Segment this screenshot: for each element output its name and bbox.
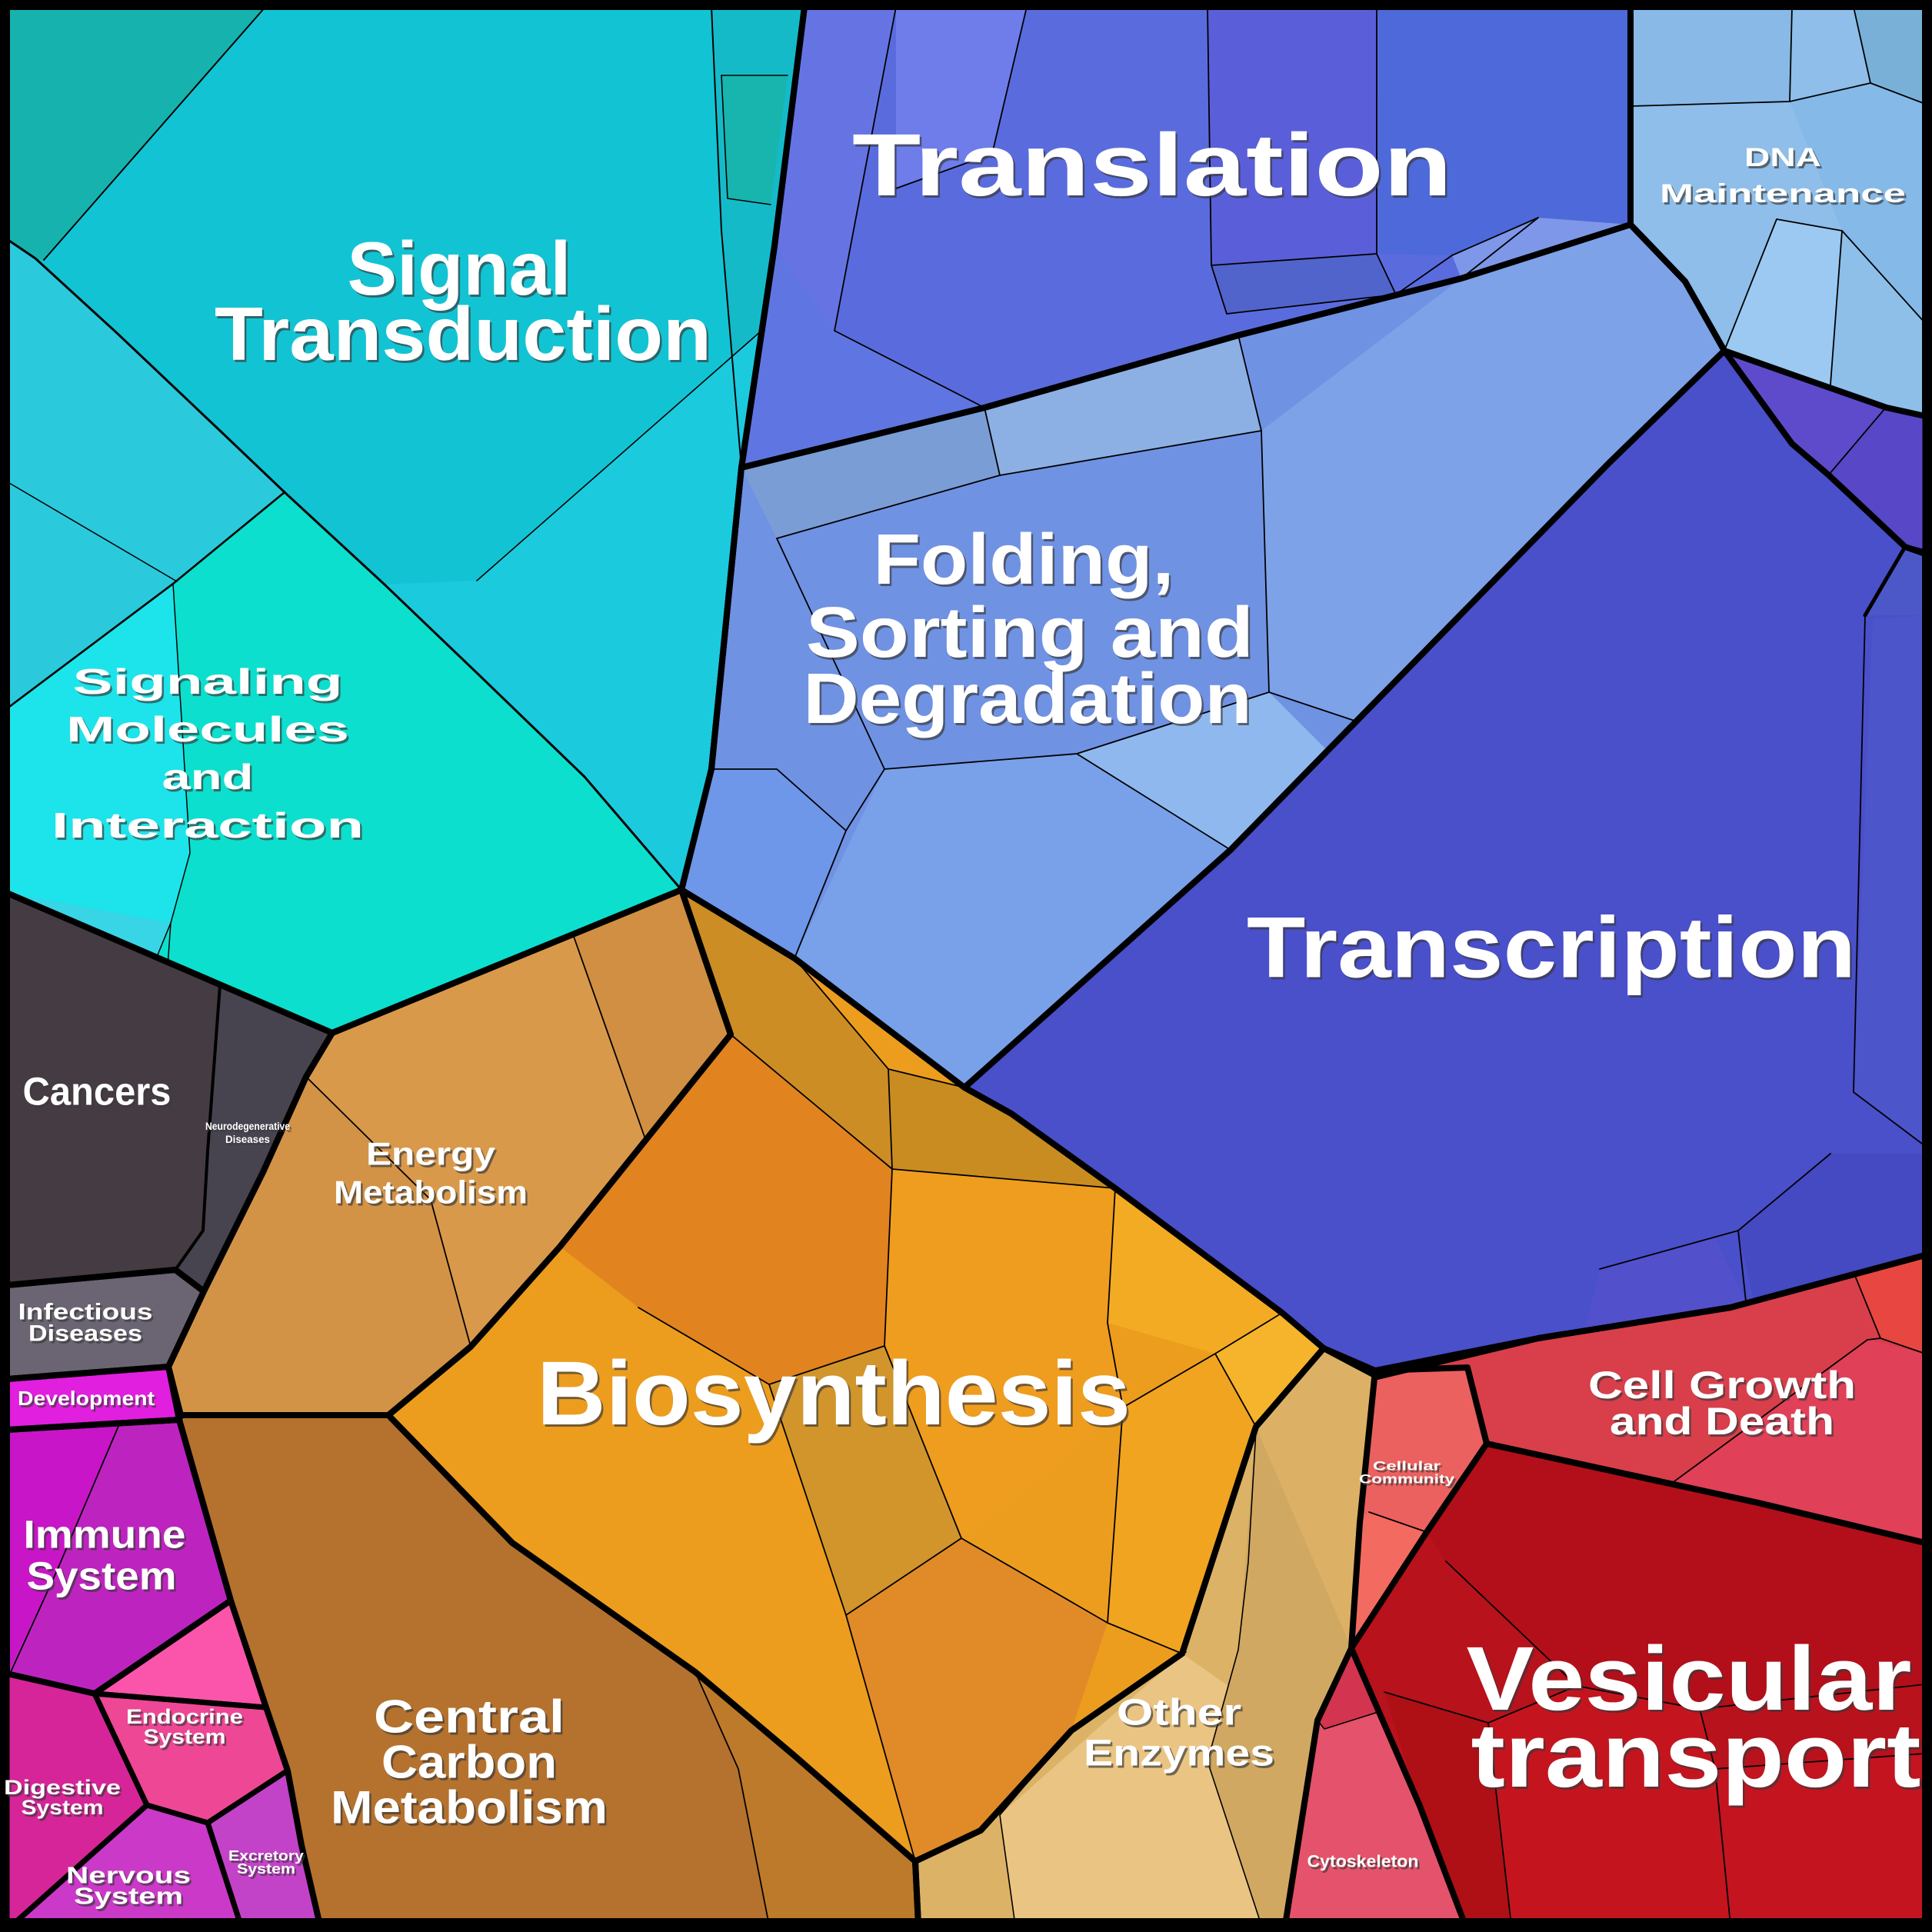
- svg-text:DNA: DNA: [1744, 143, 1821, 172]
- svg-text:Development: Development: [18, 1387, 155, 1410]
- svg-text:Diseases: Diseases: [225, 1133, 270, 1145]
- svg-text:Sorting and: Sorting and: [806, 592, 1254, 672]
- svg-text:Cellular: Cellular: [1373, 1459, 1441, 1474]
- svg-text:Degradation: Degradation: [804, 658, 1252, 738]
- svg-text:Carbon: Carbon: [381, 1737, 557, 1788]
- svg-text:Interaction: Interaction: [54, 808, 366, 848]
- svg-text:Neurodegenerative: Neurodegenerative: [208, 1122, 292, 1134]
- svg-text:Cell Growth: Cell Growth: [1591, 1366, 1858, 1409]
- svg-text:Transduction: Transduction: [217, 294, 714, 378]
- svg-text:Cytoskeleton: Cytoskeleton: [1307, 1852, 1419, 1871]
- svg-text:Digestive: Digestive: [4, 1776, 121, 1799]
- svg-text:Diseases: Diseases: [228, 1135, 272, 1148]
- svg-text:Community: Community: [1359, 1472, 1455, 1487]
- svg-text:Cancers: Cancers: [25, 1072, 173, 1116]
- svg-text:Diseases: Diseases: [28, 1321, 142, 1347]
- svg-text:and: and: [162, 757, 254, 797]
- svg-text:Excretory: Excretory: [228, 1848, 304, 1864]
- svg-text:Maintenance: Maintenance: [1662, 182, 1908, 211]
- svg-text:System: System: [28, 1557, 178, 1601]
- svg-text:Endocrine: Endocrine: [126, 1705, 243, 1728]
- svg-text:Transcription: Transcription: [1247, 900, 1856, 996]
- svg-text:and: and: [164, 759, 255, 799]
- svg-text:Enzymes: Enzymes: [1086, 1736, 1277, 1777]
- svg-text:Immune: Immune: [25, 1515, 188, 1559]
- svg-text:Transcription: Transcription: [1249, 902, 1858, 998]
- svg-text:System: System: [76, 1885, 185, 1912]
- svg-text:System: System: [74, 1883, 183, 1910]
- svg-text:System: System: [23, 1798, 105, 1821]
- svg-text:Molecules: Molecules: [66, 709, 349, 749]
- svg-text:Metabolism: Metabolism: [334, 1174, 528, 1211]
- svg-text:Folding,: Folding,: [875, 521, 1176, 601]
- svg-text:Cell Growth: Cell Growth: [1588, 1364, 1856, 1407]
- svg-text:Other: Other: [1117, 1693, 1241, 1734]
- svg-text:System: System: [239, 1864, 298, 1879]
- svg-text:Biosynthesis: Biosynthesis: [539, 1345, 1133, 1447]
- svg-text:Cancers: Cancers: [23, 1070, 172, 1114]
- svg-text:System: System: [22, 1796, 104, 1819]
- svg-text:Signaling: Signaling: [73, 661, 343, 701]
- svg-text:Infectious: Infectious: [20, 1302, 155, 1327]
- svg-text:Vesicular: Vesicular: [1467, 1628, 1912, 1730]
- svg-text:Cytoskeleton: Cytoskeleton: [1309, 1854, 1421, 1874]
- svg-text:Central: Central: [376, 1694, 567, 1745]
- svg-text:Metabolism: Metabolism: [331, 1782, 608, 1834]
- svg-text:Cellular: Cellular: [1375, 1461, 1444, 1476]
- svg-text:Biosynthesis: Biosynthesis: [537, 1343, 1131, 1444]
- svg-text:Development: Development: [20, 1389, 157, 1412]
- svg-text:Molecules: Molecules: [68, 711, 351, 751]
- svg-text:Interaction: Interaction: [52, 805, 364, 845]
- svg-text:Sorting and: Sorting and: [808, 595, 1256, 675]
- svg-text:Nervous: Nervous: [66, 1862, 191, 1889]
- svg-text:System: System: [237, 1861, 295, 1877]
- svg-text:Immune: Immune: [24, 1513, 186, 1557]
- svg-text:Energy: Energy: [366, 1136, 496, 1172]
- svg-text:and Death: and Death: [1610, 1400, 1834, 1443]
- svg-text:Signaling: Signaling: [75, 664, 345, 704]
- svg-text:Folding,: Folding,: [874, 519, 1174, 599]
- svg-text:Digestive: Digestive: [6, 1778, 123, 1801]
- svg-text:Degradation: Degradation: [805, 661, 1254, 741]
- svg-text:Carbon: Carbon: [384, 1739, 559, 1790]
- svg-text:Translation: Translation: [854, 118, 1454, 217]
- svg-text:Central: Central: [374, 1691, 565, 1743]
- svg-text:DNA: DNA: [1747, 145, 1824, 175]
- svg-text:Other: Other: [1119, 1695, 1244, 1736]
- svg-text:Energy: Energy: [368, 1138, 498, 1174]
- svg-text:transport: transport: [1471, 1705, 1921, 1807]
- svg-text:Enzymes: Enzymes: [1084, 1734, 1274, 1774]
- svg-text:Nervous: Nervous: [68, 1864, 193, 1891]
- svg-text:Transduction: Transduction: [215, 291, 711, 376]
- svg-text:System: System: [145, 1727, 228, 1750]
- svg-text:System: System: [144, 1725, 226, 1748]
- svg-text:transport: transport: [1473, 1707, 1923, 1809]
- svg-text:System: System: [27, 1554, 177, 1598]
- svg-text:Neurodegenerative: Neurodegenerative: [205, 1120, 290, 1132]
- svg-text:Signal: Signal: [349, 228, 573, 313]
- svg-text:Excretory: Excretory: [231, 1850, 306, 1866]
- svg-text:and Death: and Death: [1612, 1402, 1837, 1445]
- svg-text:Community: Community: [1361, 1474, 1457, 1489]
- svg-text:Translation: Translation: [852, 116, 1452, 215]
- svg-text:Infectious: Infectious: [18, 1300, 153, 1325]
- svg-text:Metabolism: Metabolism: [336, 1177, 530, 1213]
- svg-text:Diseases: Diseases: [31, 1324, 145, 1349]
- svg-text:Signal: Signal: [348, 226, 571, 311]
- svg-text:Metabolism: Metabolism: [333, 1784, 610, 1836]
- svg-text:Maintenance: Maintenance: [1660, 179, 1906, 208]
- svg-text:Endocrine: Endocrine: [128, 1707, 245, 1730]
- svg-text:Vesicular: Vesicular: [1468, 1631, 1914, 1732]
